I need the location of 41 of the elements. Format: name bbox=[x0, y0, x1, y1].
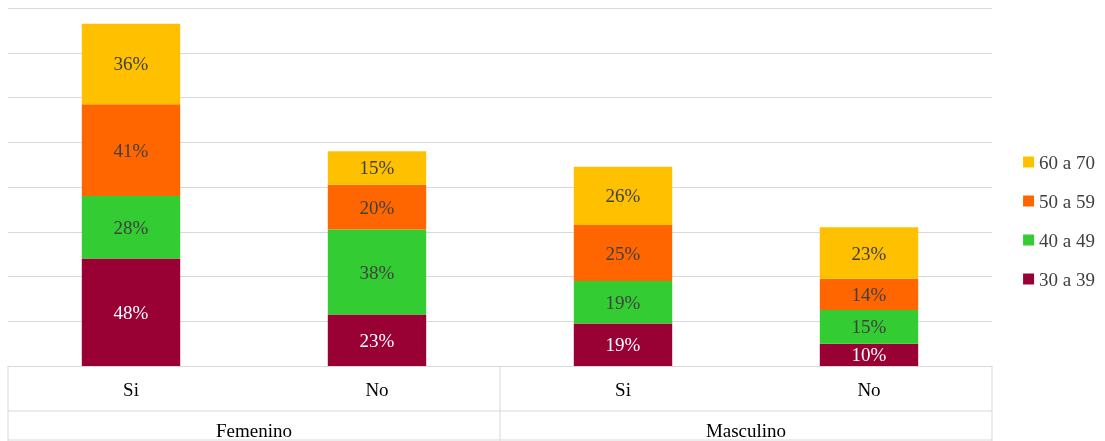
data-label: 26% bbox=[605, 185, 641, 207]
x-tick-label: Si bbox=[123, 379, 139, 400]
x-tick-label: No bbox=[365, 379, 389, 400]
data-label: 48% bbox=[113, 301, 149, 323]
legend-label: 50 a 59 bbox=[1039, 190, 1095, 212]
bar bbox=[573, 225, 673, 281]
bar bbox=[327, 314, 427, 366]
bar bbox=[327, 184, 427, 230]
legend-label: 30 a 39 bbox=[1039, 268, 1095, 290]
legend-label: 40 a 49 bbox=[1039, 229, 1095, 251]
data-label: 19% bbox=[605, 334, 641, 356]
x-tick-label: No bbox=[857, 379, 881, 400]
text: Femenino bbox=[216, 419, 292, 441]
bar bbox=[819, 310, 919, 344]
bar bbox=[81, 258, 181, 366]
bar bbox=[81, 195, 181, 259]
data-label: 20% bbox=[359, 196, 395, 218]
data-label: 19% bbox=[605, 291, 641, 313]
data-label: 14% bbox=[851, 283, 887, 305]
data-label: 23% bbox=[359, 329, 395, 351]
data-label: 41% bbox=[113, 139, 149, 161]
data-label: 38% bbox=[359, 261, 395, 283]
data-label: 15% bbox=[359, 157, 395, 179]
bar bbox=[81, 104, 181, 196]
data-label: 25% bbox=[605, 242, 641, 264]
x-tick-label: Si bbox=[615, 379, 631, 400]
bar bbox=[819, 227, 919, 279]
data-label: 36% bbox=[113, 53, 149, 75]
bar bbox=[573, 280, 673, 324]
bar bbox=[819, 278, 919, 311]
legend-label: 60 a 70 bbox=[1039, 151, 1095, 173]
data-label: 28% bbox=[113, 216, 149, 238]
bar bbox=[573, 166, 673, 226]
data-label: 15% bbox=[851, 316, 887, 338]
bar bbox=[81, 23, 181, 105]
data-label: 10% bbox=[851, 344, 887, 366]
text: Masculino bbox=[705, 419, 787, 441]
bar bbox=[573, 323, 673, 366]
bar bbox=[327, 229, 427, 315]
data-label: 23% bbox=[851, 242, 887, 264]
bar bbox=[327, 151, 427, 185]
